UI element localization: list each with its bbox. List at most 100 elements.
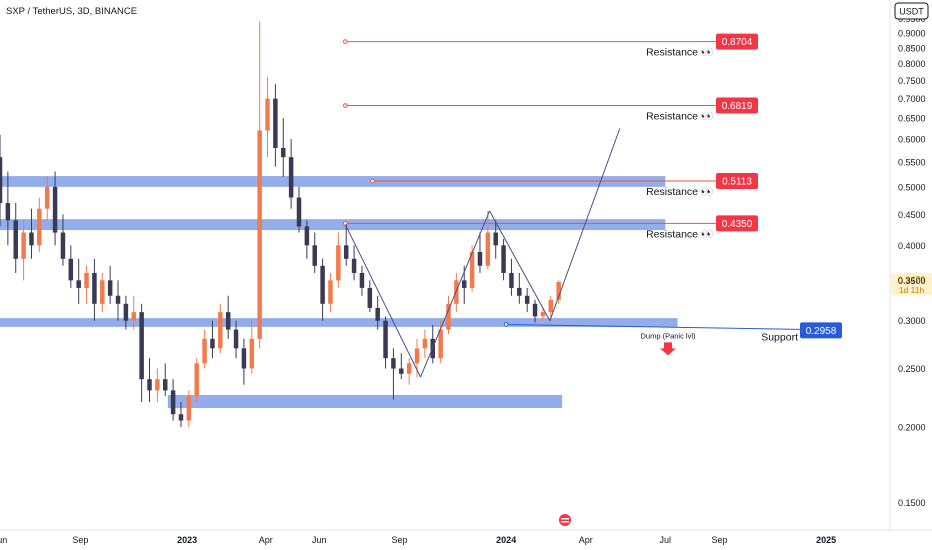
candle-body: [548, 299, 554, 313]
zone-1: [0, 219, 666, 231]
resistance-price-tag[interactable]: [716, 97, 758, 114]
candle-body: [52, 186, 58, 233]
candle-body: [391, 358, 396, 369]
candle-body: [273, 98, 278, 148]
resistance-price-label: 0.5113: [722, 176, 752, 187]
flag-icon[interactable]: [559, 514, 571, 526]
support-price-label: 0.2958: [806, 326, 837, 337]
pattern-line: [549, 128, 621, 321]
candle-body: [60, 232, 66, 259]
candle-body: [422, 338, 428, 349]
candle-body: [477, 251, 483, 266]
candle-body: [532, 303, 538, 317]
resistance-price-label: 0.4350: [722, 219, 753, 230]
candle-body: [351, 258, 357, 273]
zones-layer: [0, 176, 678, 409]
support-anchor: [503, 322, 509, 327]
price-tick-label: 0.6500: [898, 114, 926, 124]
resistance-caption: Resistance 👀: [646, 111, 714, 123]
time-tick-label: Sep: [392, 535, 408, 545]
candle-body: [13, 220, 18, 259]
candle-body: [202, 338, 207, 364]
last-price-label: 0.3479: [898, 275, 926, 285]
candle-body: [92, 272, 97, 304]
candle-body: [446, 303, 451, 330]
candle-body: [162, 379, 168, 391]
candle-body: [493, 232, 498, 246]
candle-body: [233, 329, 239, 349]
resistance-price-tag[interactable]: [716, 215, 758, 232]
symbol-title: SXP / TetherUS, 3D, BINANCE: [6, 6, 137, 17]
time-tick-label: 2024: [496, 535, 516, 545]
down-arrow-icon: [660, 342, 676, 356]
candle-body: [524, 295, 530, 304]
candle-body: [123, 303, 129, 321]
currency-button[interactable]: USDT: [894, 2, 929, 20]
time-axis[interactable]: Jun Sep 2023 Apr Jun Sep 2024 Apr Jul Sep 2025: [0, 535, 836, 545]
candle-body: [485, 232, 491, 266]
resistance-caption: Resistance 👀: [646, 186, 714, 198]
candles-layer: [0, 21, 561, 427]
candle-body: [194, 363, 199, 397]
resistance-caption: Resistance 👀: [646, 47, 714, 59]
resistance-price-tag[interactable]: [716, 172, 758, 189]
resistance-caption: Resistance 👀: [646, 228, 714, 240]
time-tick-label: Apr: [579, 535, 593, 545]
currency-label: USDT: [899, 7, 924, 17]
candle-body: [115, 295, 121, 304]
candle-body: [84, 272, 89, 288]
candle-body: [241, 348, 247, 369]
candle-body: [155, 379, 160, 391]
candle-body: [312, 245, 317, 266]
price-tick-label: 0.8000: [898, 59, 926, 69]
time-tick-label: Jul: [660, 535, 672, 545]
candle-body: [0, 157, 3, 204]
candle-body: [257, 130, 262, 339]
dump-note: Dump (Panic lvl): [640, 331, 696, 340]
candle-body: [540, 312, 546, 317]
zone-2: [0, 318, 678, 327]
price-tick-label: 0.4000: [898, 241, 926, 251]
pattern-layer: [344, 128, 621, 378]
price-tick-label: 0.3000: [898, 316, 926, 326]
candle-body: [37, 208, 42, 246]
candle-body: [367, 287, 373, 308]
pattern-line: [344, 224, 421, 378]
resistance-price-label: 0.8704: [722, 37, 753, 48]
countdown-label: 1d 11h: [899, 285, 925, 295]
candle-body: [438, 329, 443, 359]
candle-body: [147, 379, 152, 391]
candle-body: [100, 280, 105, 304]
resistance-price-tag[interactable]: [716, 33, 758, 50]
candle-body: [218, 312, 223, 349]
candle-body: [131, 312, 137, 321]
time-tick-label: 2025: [816, 535, 836, 545]
candle-body: [107, 280, 113, 296]
candle-body: [170, 390, 176, 415]
support-line: [506, 323, 801, 330]
time-tick-label: Sep: [712, 535, 728, 545]
price-tick-label: 0.2500: [898, 364, 926, 374]
candle-body: [249, 338, 255, 369]
time-tick-label: Jun: [0, 535, 7, 545]
candle-body: [281, 147, 286, 158]
price-tick-label: 0.9000: [898, 28, 926, 38]
candle-body: [509, 272, 514, 288]
time-tick-label: 2023: [177, 535, 197, 545]
candle-body: [68, 258, 74, 281]
price-tick-label: 0.2000: [898, 422, 926, 432]
zone-3: [167, 394, 563, 409]
support-price-tag[interactable]: [800, 322, 842, 339]
price-tick-label: 0.3500: [898, 276, 926, 286]
candle-body: [320, 265, 325, 304]
candle-body: [461, 280, 467, 288]
candle-body: [76, 280, 81, 288]
price-tick-label: 0.7000: [898, 94, 926, 104]
candle-body: [29, 232, 34, 246]
price-tick-label: 0.6000: [898, 135, 926, 145]
candle-body: [210, 338, 215, 349]
candle-body: [21, 232, 26, 259]
candle-body: [336, 245, 341, 281]
